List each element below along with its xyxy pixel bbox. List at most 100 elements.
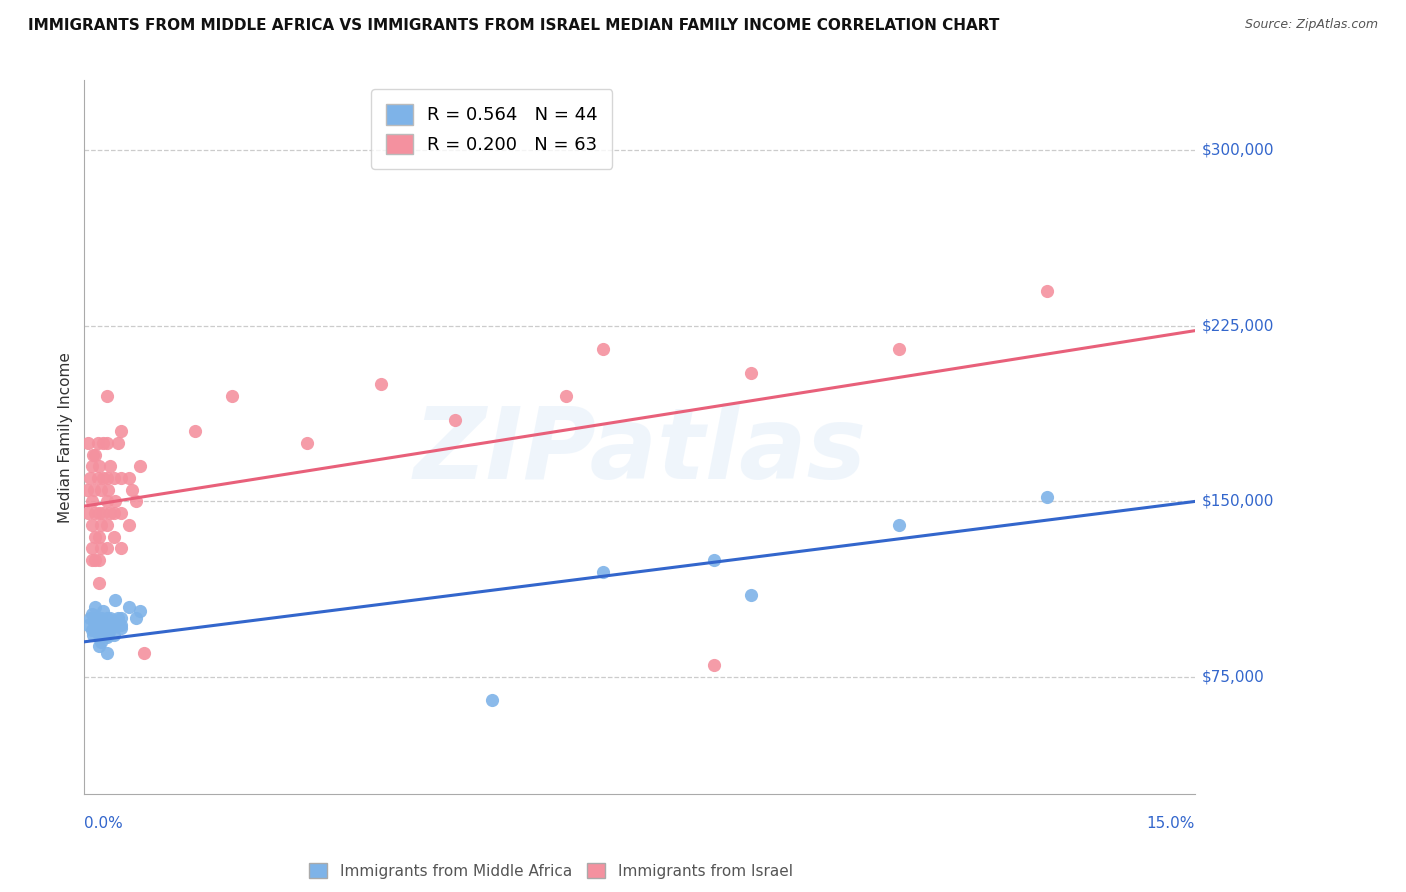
Legend: R = 0.564   N = 44, R = 0.200   N = 63: R = 0.564 N = 44, R = 0.200 N = 63: [371, 89, 612, 169]
Point: [82, 448, 104, 462]
Point: [887, 517, 910, 532]
Point: [98, 506, 121, 520]
Point: [80, 607, 103, 621]
Point: [103, 506, 125, 520]
Point: [97, 618, 120, 632]
Point: [82, 628, 104, 642]
Text: 15.0%: 15.0%: [1147, 816, 1195, 831]
Point: [740, 366, 762, 380]
Point: [89, 506, 111, 520]
Point: [96, 389, 118, 403]
Point: [118, 599, 141, 614]
Point: [118, 517, 141, 532]
Point: [103, 618, 125, 632]
Point: [129, 604, 152, 618]
Point: [110, 621, 132, 635]
Point: [104, 494, 127, 508]
Point: [80, 459, 103, 474]
Point: [91, 625, 114, 640]
Point: [89, 576, 111, 591]
Point: [91, 471, 114, 485]
Point: [96, 647, 118, 661]
Point: [554, 389, 576, 403]
Point: [91, 604, 114, 618]
Point: [90, 483, 112, 497]
Point: [96, 541, 118, 556]
Point: [91, 506, 114, 520]
Text: ZIPatlas: ZIPatlas: [413, 403, 866, 500]
Point: [91, 618, 114, 632]
Text: $75,000: $75,000: [1202, 669, 1265, 684]
Point: [90, 635, 112, 649]
Point: [84, 529, 107, 543]
Point: [94, 621, 117, 635]
Point: [98, 623, 121, 637]
Point: [887, 343, 910, 357]
Point: [90, 611, 112, 625]
Point: [77, 618, 100, 632]
Point: [80, 541, 103, 556]
Point: [80, 517, 103, 532]
Point: [96, 494, 118, 508]
Point: [84, 599, 107, 614]
Point: [103, 616, 125, 631]
Point: [96, 517, 118, 532]
Point: [89, 529, 111, 543]
Point: [110, 541, 132, 556]
Point: [592, 343, 614, 357]
Point: [96, 630, 118, 644]
Point: [110, 618, 132, 632]
Y-axis label: Median Family Income: Median Family Income: [58, 351, 73, 523]
Point: [80, 623, 103, 637]
Point: [96, 621, 118, 635]
Point: [96, 436, 118, 450]
Point: [295, 436, 318, 450]
Point: [97, 628, 120, 642]
Point: [89, 640, 111, 654]
Point: [86, 471, 108, 485]
Point: [121, 483, 143, 497]
Point: [110, 471, 132, 485]
Point: [740, 588, 762, 602]
Point: [125, 611, 148, 625]
Text: $300,000: $300,000: [1202, 143, 1275, 158]
Point: [104, 592, 127, 607]
Text: Source: ZipAtlas.com: Source: ZipAtlas.com: [1244, 18, 1378, 31]
Point: [91, 436, 114, 450]
Point: [103, 471, 125, 485]
Point: [77, 436, 100, 450]
Point: [110, 424, 132, 438]
Point: [118, 471, 141, 485]
Point: [107, 436, 129, 450]
Text: $150,000: $150,000: [1202, 494, 1274, 509]
Point: [110, 506, 132, 520]
Point: [1036, 284, 1059, 298]
Point: [84, 448, 107, 462]
Point: [481, 693, 503, 707]
Point: [98, 611, 121, 625]
Point: [84, 553, 107, 567]
Point: [592, 565, 614, 579]
Text: IMMIGRANTS FROM MIDDLE AFRICA VS IMMIGRANTS FROM ISRAEL MEDIAN FAMILY INCOME COR: IMMIGRANTS FROM MIDDLE AFRICA VS IMMIGRA…: [28, 18, 1000, 33]
Point: [96, 471, 118, 485]
Point: [184, 424, 207, 438]
Point: [84, 611, 107, 625]
Point: [96, 611, 118, 625]
Point: [89, 553, 111, 567]
Point: [103, 628, 125, 642]
Point: [132, 647, 155, 661]
Point: [90, 618, 112, 632]
Point: [89, 459, 111, 474]
Point: [84, 616, 107, 631]
Point: [80, 553, 103, 567]
Point: [84, 506, 107, 520]
Point: [79, 611, 101, 625]
Point: [90, 541, 112, 556]
Point: [83, 621, 105, 635]
Point: [89, 628, 111, 642]
Point: [90, 517, 112, 532]
Point: [110, 611, 132, 625]
Point: [83, 483, 105, 497]
Text: $225,000: $225,000: [1202, 318, 1274, 334]
Point: [103, 529, 125, 543]
